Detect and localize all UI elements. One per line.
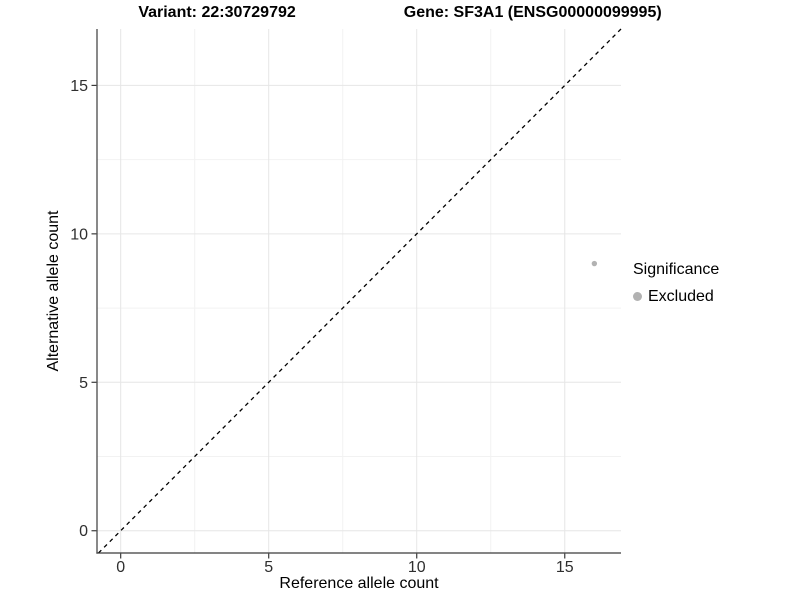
y-tick-label: 15 <box>70 78 88 95</box>
x-tick-label: 15 <box>556 559 574 576</box>
plot-title-row: Variant: 22:30729792 Gene: SF3A1 (ENSG00… <box>0 3 800 23</box>
x-tick-label: 0 <box>116 559 125 576</box>
legend-item-excluded: Excluded <box>633 287 719 306</box>
legend-item-label: Excluded <box>648 288 714 305</box>
legend: Significance Excluded <box>633 260 719 306</box>
y-tick-label: 0 <box>79 523 88 540</box>
data-point <box>591 260 598 267</box>
y-tick-label: 5 <box>79 375 88 392</box>
gene-title: Gene: SF3A1 (ENSG00000099995) <box>403 4 662 21</box>
x-tick-label: 10 <box>408 559 426 576</box>
y-tick-label: 10 <box>70 226 88 243</box>
x-axis-title: Reference allele count <box>279 575 439 592</box>
legend-key-dot-icon <box>633 292 642 301</box>
legend-title: Significance <box>633 261 720 278</box>
x-tick-label: 5 <box>264 559 273 576</box>
variant-title: Variant: 22:30729792 <box>138 4 296 21</box>
identity-line <box>98 28 622 554</box>
